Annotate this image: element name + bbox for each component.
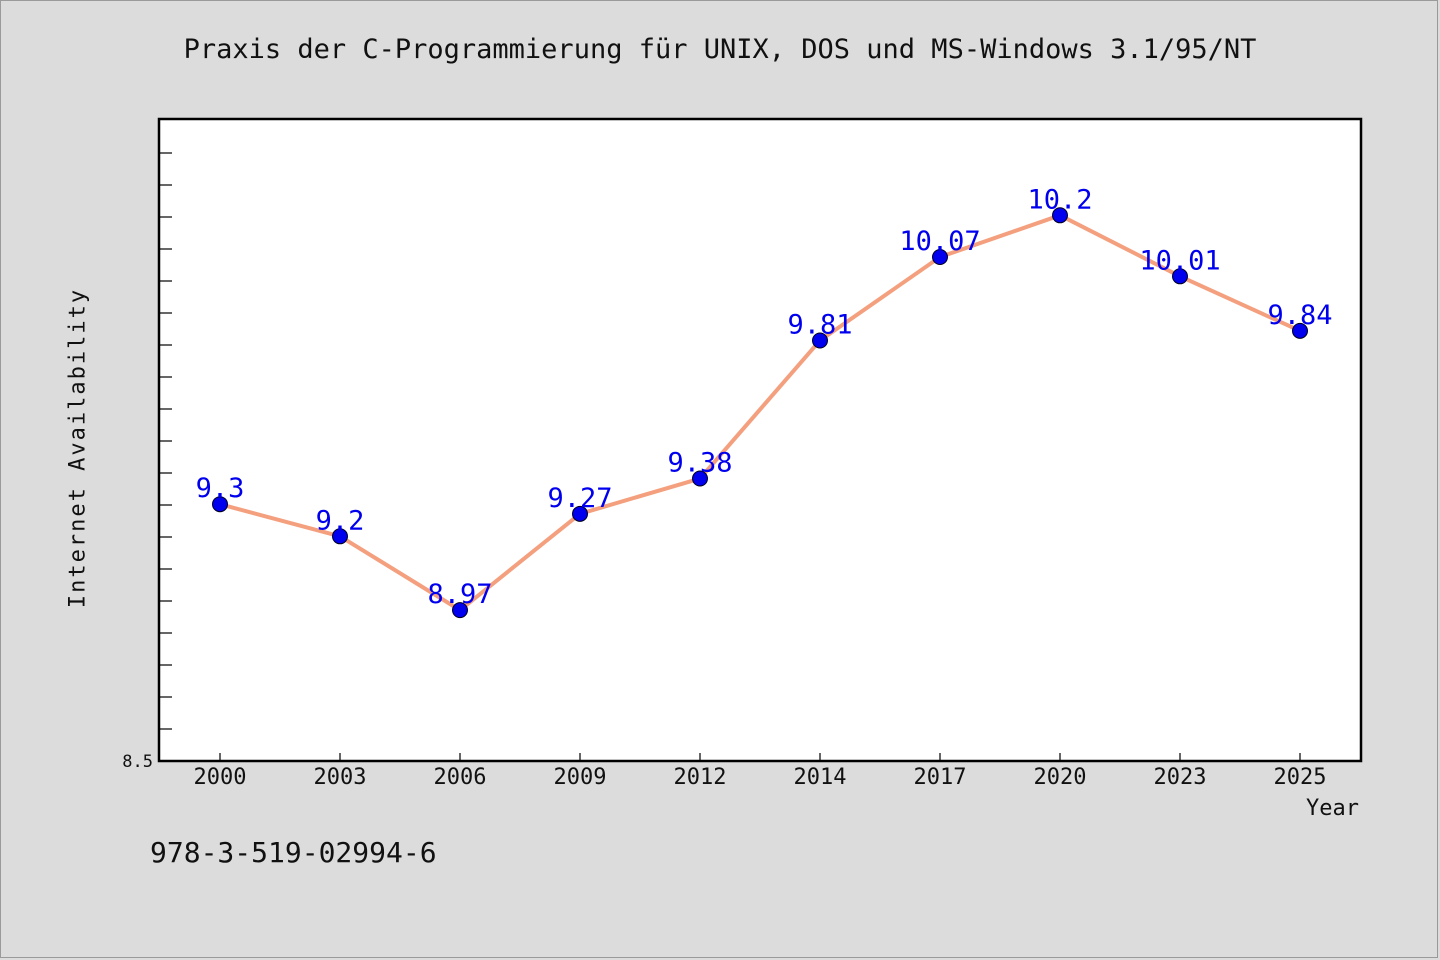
x-tick-label: 2020 — [1034, 765, 1087, 790]
x-tick-label: 2006 — [434, 765, 487, 790]
x-tick-label: 2023 — [1154, 765, 1207, 790]
x-tick-label: 2017 — [914, 765, 967, 790]
series-line — [218, 213, 1302, 613]
x-tick-label: 2014 — [794, 765, 847, 790]
data-point — [452, 602, 468, 619]
data-point — [692, 470, 708, 487]
data-point — [1052, 207, 1068, 224]
data-point — [332, 528, 348, 545]
chart-title: Praxis der C-Programmierung für UNIX, DO… — [183, 34, 1257, 65]
data-label: 9.81 — [787, 309, 852, 340]
y-tick-label: 8.5 — [122, 752, 153, 772]
x-tick-label: 2000 — [194, 765, 247, 790]
data-label: 10.01 — [1139, 245, 1220, 276]
data-label: 9.3 — [196, 473, 245, 504]
data-label: 9.2 — [316, 505, 365, 536]
data-point — [932, 249, 948, 266]
x-axis-ticks: 2000 2003 2006 2009 2012 2014 2017 2020 2023 2025 — [194, 753, 1327, 790]
data-label: 9.84 — [1267, 300, 1332, 331]
plot-area — [157, 117, 1363, 763]
x-tick-label: 2025 — [1274, 765, 1327, 790]
data-point — [1292, 322, 1308, 339]
data-markers — [212, 207, 1308, 619]
data-labels: 9.3 9.2 8.97 9.27 9.38 9.81 10.07 10.2 10.01 9.84 — [196, 184, 1333, 610]
data-label: 8.97 — [427, 579, 492, 610]
isbn-footnote: 978-3-519-02994-6 — [150, 836, 437, 869]
x-tick-label: 2009 — [554, 765, 607, 790]
x-tick-label: 2003 — [314, 765, 367, 790]
data-point — [572, 505, 588, 522]
x-tick-label: 2012 — [674, 765, 727, 790]
data-point — [812, 332, 828, 349]
data-label: 10.07 — [899, 226, 980, 257]
x-axis-label: Year — [1306, 796, 1359, 821]
data-point — [212, 496, 228, 513]
data-label: 10.2 — [1027, 184, 1092, 215]
data-point — [1172, 268, 1188, 285]
data-label: 9.38 — [667, 448, 732, 479]
data-label: 9.27 — [547, 483, 612, 514]
series-polyline — [218, 213, 1302, 613]
y-axis-ticks — [159, 152, 172, 762]
